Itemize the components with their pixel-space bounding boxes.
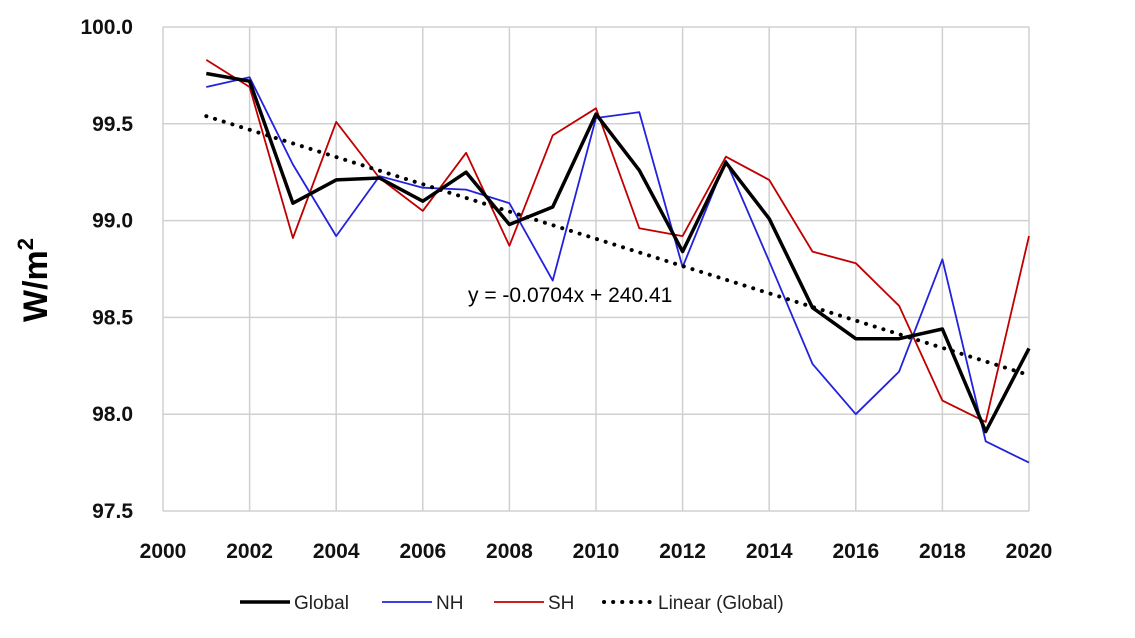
x-tick-label: 2014 bbox=[746, 540, 793, 563]
y-tick-label: 98.0 bbox=[92, 403, 133, 426]
x-axis-ticks: 2000 2002 2004 2006 2008 2010 2012 2014 2016 2018… bbox=[140, 540, 1053, 563]
y-tick-label: 99.0 bbox=[92, 210, 133, 233]
y-axis-label-main: W/m bbox=[17, 250, 55, 322]
legend-label: Linear (Global) bbox=[658, 593, 784, 614]
y-tick-label: 100.0 bbox=[80, 16, 133, 39]
legend-label: SH bbox=[548, 593, 574, 614]
y-tick-label: 99.5 bbox=[92, 113, 133, 136]
grid bbox=[162, 26, 1030, 512]
x-tick-label: 2000 bbox=[140, 540, 187, 563]
legend: Global NH SH Linear (Global) bbox=[240, 593, 784, 614]
legend-label: NH bbox=[436, 593, 463, 614]
series-layer bbox=[204, 59, 1031, 464]
series-line-nh bbox=[206, 76, 1030, 464]
trendline bbox=[204, 114, 1031, 378]
x-tick-label: 2018 bbox=[919, 540, 966, 563]
x-tick-label: 2020 bbox=[1006, 540, 1053, 563]
x-tick-label: 2002 bbox=[226, 540, 273, 563]
x-tick-label: 2004 bbox=[313, 540, 360, 563]
series-line-global bbox=[205, 71, 1031, 434]
x-tick-label: 2008 bbox=[486, 540, 533, 563]
y-axis-ticks: 97.5 98.0 98.5 99.0 99.5 100.0 bbox=[80, 16, 133, 523]
x-tick-label: 2010 bbox=[573, 540, 620, 563]
y-tick-label: 97.5 bbox=[92, 500, 133, 523]
trendline-equation: y = -0.0704x + 240.41 bbox=[468, 284, 672, 307]
series-line-sh bbox=[205, 59, 1030, 423]
x-tick-label: 2006 bbox=[399, 540, 446, 563]
legend-label: Global bbox=[294, 593, 349, 614]
y-tick-label: 98.5 bbox=[92, 306, 133, 329]
x-tick-label: 2012 bbox=[659, 540, 706, 563]
y-axis-label-superscript: 2 bbox=[13, 238, 38, 250]
y-axis-label: W/m2 bbox=[13, 238, 55, 322]
x-tick-label: 2016 bbox=[832, 540, 879, 563]
